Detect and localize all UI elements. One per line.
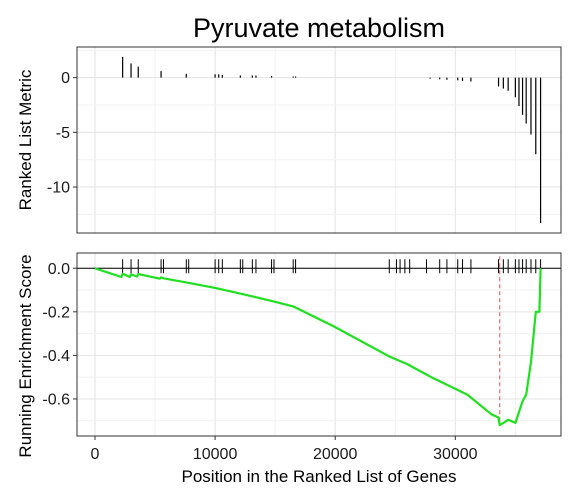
enrichment-score-gridlines <box>77 253 561 436</box>
x-tick-label: 30000 <box>433 446 478 463</box>
x-tick-label: 20000 <box>313 446 358 463</box>
ranked-metric-y-axis-title: Ranked List Metric <box>16 69 35 210</box>
enrichment-score-y-tick-label: 0.0 <box>48 261 70 278</box>
ranked-metric-y-tick-label: -5 <box>56 125 70 142</box>
enrichment-score-panel: 0.0 -0.2 -0.4 -0.6 Running Enrichment Score <box>16 252 562 458</box>
x-tick-label: 10000 <box>193 446 238 463</box>
enrichment-score-y-tick-label: -0.6 <box>42 391 70 408</box>
x-axis: 0 10000 20000 30000 <box>91 436 478 463</box>
ranked-metric-bars <box>122 56 542 224</box>
enrichment-score-y-axis: 0.0 -0.2 -0.4 -0.6 <box>42 261 77 408</box>
enrichment-score-frame <box>76 252 562 437</box>
x-tick-label: 0 <box>91 446 100 463</box>
ranked-metric-panel: 0 -5 -10 Ranked List Metric <box>16 46 562 234</box>
gene-hit-ticks <box>122 259 542 274</box>
ranked-metric-y-tick-label: -10 <box>47 180 70 197</box>
enrichment-score-y-axis-title: Running Enrichment Score <box>16 254 35 457</box>
chart-title: Pyruvate metabolism <box>193 13 445 43</box>
running-enrichment-line <box>94 267 542 427</box>
ranked-metric-gridlines <box>77 47 561 233</box>
x-axis-title: Position in the Ranked List of Genes <box>182 467 457 486</box>
enrichment-score-y-tick-label: -0.2 <box>42 304 70 321</box>
ranked-metric-frame <box>76 46 562 234</box>
ranked-metric-y-axis: 0 -5 -10 <box>47 70 77 197</box>
ranked-metric-y-tick-label: 0 <box>61 70 70 87</box>
enrichment-score-y-tick-label: -0.4 <box>42 348 70 365</box>
